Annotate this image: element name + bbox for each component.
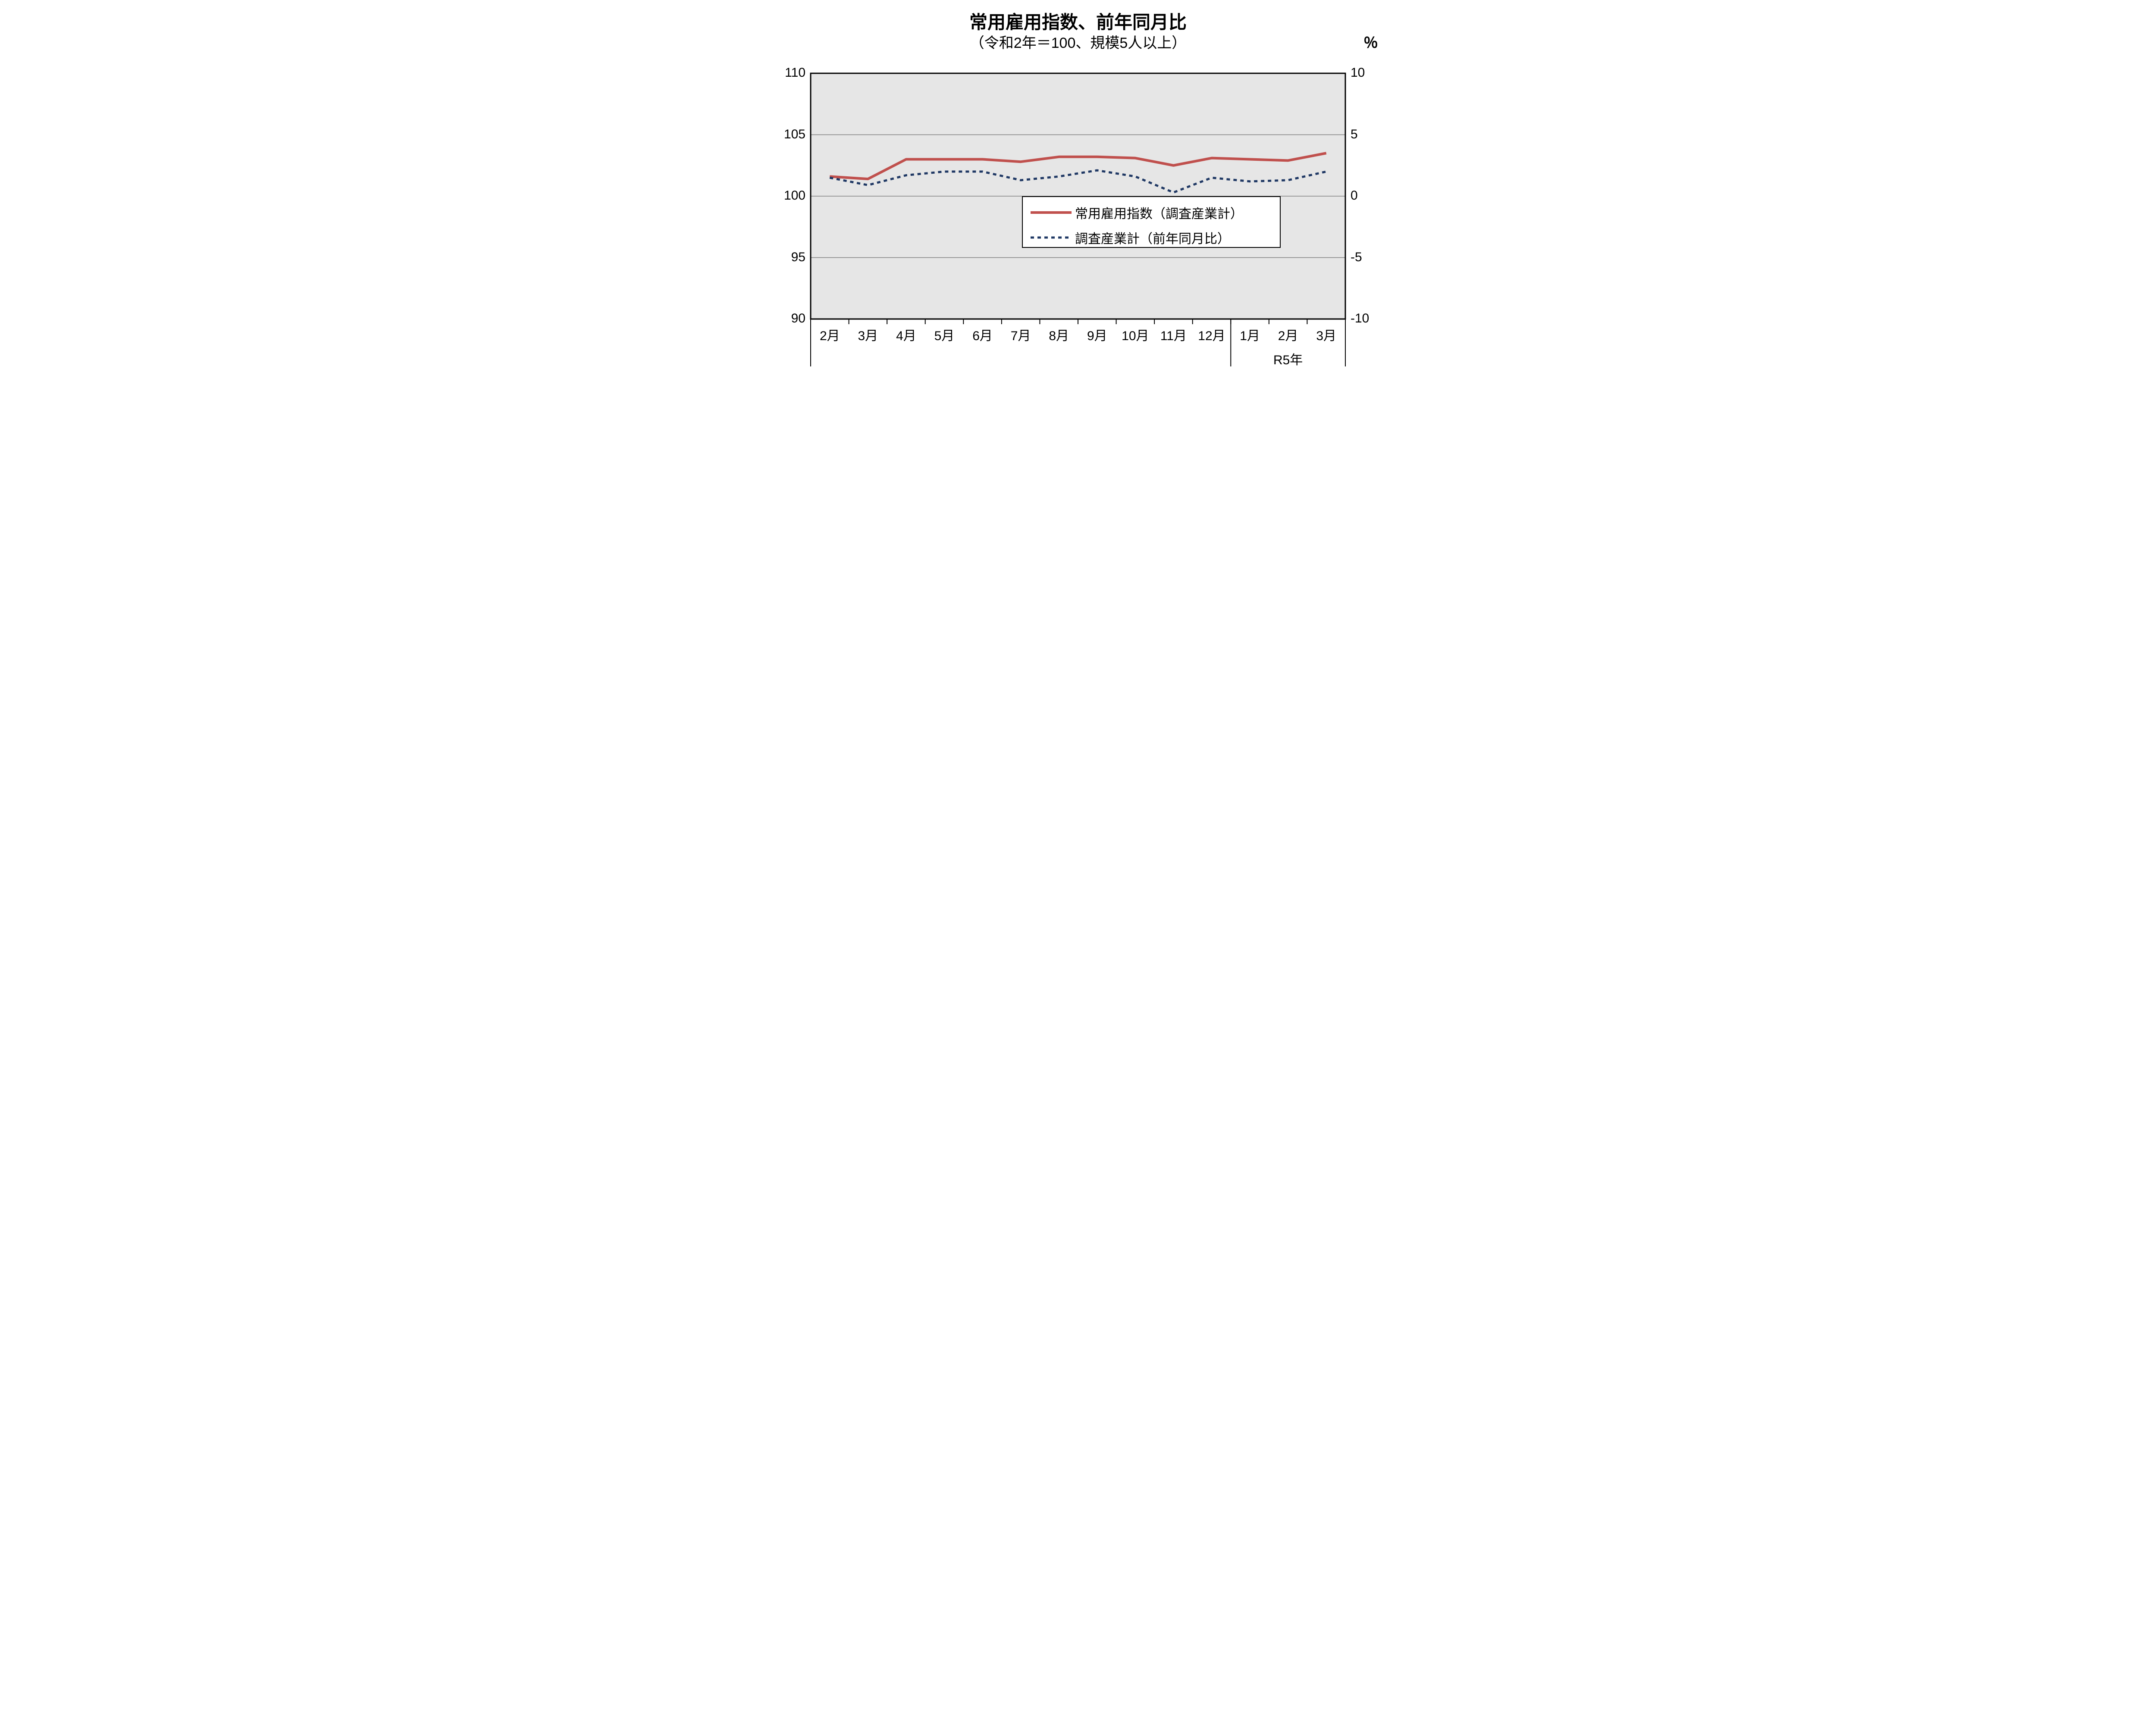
chart-container: 常用雇用指数、前年同月比 （令和2年＝100、規模5人以上） ％ 9095100… xyxy=(763,0,1393,410)
y-left-tick-label: 95 xyxy=(791,250,805,265)
legend-swatch-line xyxy=(1031,206,1072,219)
y-right-tick-label: 0 xyxy=(1351,188,1358,203)
x-tick-label: 2月 xyxy=(811,325,849,344)
x-tick-label: 2月 xyxy=(1269,325,1307,344)
legend-swatch-line xyxy=(1031,231,1072,244)
x-tick-label: 6月 xyxy=(963,325,1002,344)
x-tick-label: 5月 xyxy=(925,325,964,344)
legend-item-yoy: 調査産業計（前年同月比） xyxy=(1031,228,1230,247)
y-right-tick-label: -5 xyxy=(1351,250,1362,265)
y-left-tick-label: 100 xyxy=(784,188,805,203)
y-left-tick-label: 90 xyxy=(791,311,805,326)
x-tick-label: 4月 xyxy=(887,325,925,344)
x-tick-label: 11月 xyxy=(1154,325,1193,344)
x-tick-label: 3月 xyxy=(1307,325,1345,344)
legend: 常用雇用指数（調査産業計） 調査産業計（前年同月比） xyxy=(1022,196,1281,248)
x-tick-label: 10月 xyxy=(1116,325,1155,344)
legend-label: 調査産業計（前年同月比） xyxy=(1075,228,1230,247)
y-left-tick-label: 105 xyxy=(784,127,805,142)
x-tick-label: 3月 xyxy=(849,325,887,344)
x-tick-label: 7月 xyxy=(1002,325,1040,344)
legend-item-employment-index: 常用雇用指数（調査産業計） xyxy=(1031,203,1243,222)
legend-label: 常用雇用指数（調査産業計） xyxy=(1075,203,1243,222)
y-right-tick-label: 10 xyxy=(1351,66,1365,80)
x-year-marker: R5年 xyxy=(1231,349,1345,368)
x-tick-label: 1月 xyxy=(1231,325,1269,344)
x-tick-label: 12月 xyxy=(1193,325,1231,344)
x-tick-label: 9月 xyxy=(1078,325,1116,344)
y-right-tick-label: 5 xyxy=(1351,127,1358,142)
x-tick-label: 8月 xyxy=(1040,325,1078,344)
y-left-tick-label: 110 xyxy=(785,66,805,80)
y-right-tick-label: -10 xyxy=(1351,311,1369,326)
